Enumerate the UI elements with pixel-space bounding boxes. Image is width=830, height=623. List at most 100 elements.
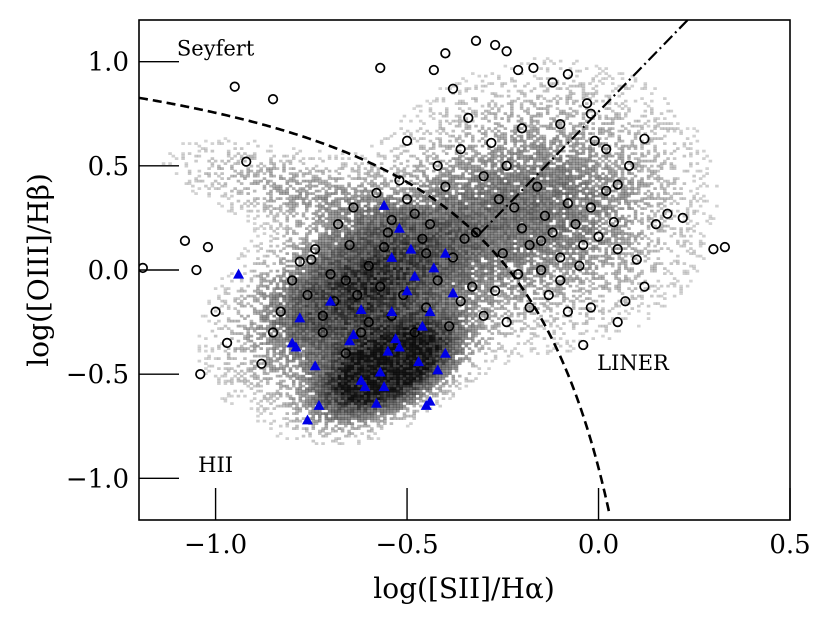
circle-point — [275, 306, 286, 317]
circle-point — [489, 285, 501, 296]
circle-point — [478, 310, 489, 321]
circle-point — [543, 289, 554, 301]
region-labels: Seyfert LINER HII — [177, 36, 670, 477]
circle-point — [352, 289, 363, 301]
circle-point — [325, 269, 336, 280]
circle-point — [578, 339, 589, 351]
circle-point — [294, 256, 305, 267]
circle-point — [340, 275, 351, 286]
circle-point — [444, 321, 455, 332]
circle-point — [581, 98, 593, 109]
circle-point — [455, 144, 466, 155]
triangle-point — [313, 399, 325, 410]
circle-point — [409, 208, 420, 219]
triangle-point — [355, 374, 367, 385]
circle-point — [459, 233, 470, 244]
triangle-point — [378, 199, 390, 210]
circle-point — [179, 235, 191, 246]
circle-point — [447, 83, 459, 94]
circle-point — [409, 327, 420, 338]
circle-point — [620, 296, 631, 307]
circle-point — [512, 269, 524, 280]
circle-point — [650, 219, 662, 230]
circle-point — [516, 223, 528, 234]
circle-point — [344, 239, 355, 251]
triangle-point — [416, 320, 428, 331]
triangle-point — [386, 306, 398, 317]
circle-point — [612, 316, 623, 328]
circle-point — [562, 69, 574, 80]
axis-ticks: −1.0 −0.5 0.0 0.5 −1.0 −0.5 0.0 0.5 1.0 — [66, 48, 811, 560]
circle-point — [631, 254, 642, 265]
triangle-point — [378, 381, 390, 392]
triangle-point — [447, 287, 459, 298]
circle-point — [639, 133, 650, 144]
triangle-point — [428, 262, 440, 273]
circle-point — [539, 210, 551, 221]
circle-point — [256, 358, 267, 369]
circle-point — [574, 260, 585, 271]
circle-point — [512, 64, 524, 76]
circle-point — [535, 235, 547, 246]
triangle-point — [374, 366, 386, 377]
circle-point — [332, 219, 344, 230]
circle-point — [497, 248, 508, 259]
circle-point — [363, 260, 374, 271]
x-tick-label: 0.5 — [769, 530, 810, 560]
circle-point — [401, 194, 413, 205]
triangle-point — [424, 395, 436, 406]
triangle-point — [390, 333, 402, 344]
circle-point — [348, 202, 359, 213]
y-axis-title: log([OIII]/Hβ) — [22, 173, 55, 367]
triangle-point — [439, 347, 451, 358]
kewley-demarcation-line — [139, 96, 611, 514]
circle-point — [378, 241, 390, 253]
circle-point — [302, 289, 313, 301]
circle-point — [524, 302, 535, 313]
triangle-point — [386, 252, 398, 262]
circle-point — [486, 137, 497, 149]
circle-point — [585, 202, 597, 213]
triangle-point — [309, 360, 321, 371]
circle-point — [516, 123, 528, 134]
circle-point — [624, 160, 635, 171]
x-tick-label: −1.0 — [184, 530, 247, 560]
circle-point — [535, 264, 547, 276]
circle-point — [562, 198, 574, 209]
circle-point — [428, 64, 440, 76]
circle-point — [501, 160, 512, 171]
circle-point — [394, 175, 405, 186]
circle-point — [601, 144, 612, 155]
circle-point — [478, 171, 489, 182]
circle-point — [562, 306, 574, 317]
triangle-point — [439, 247, 451, 258]
triangle-point — [359, 381, 371, 392]
circle-point — [509, 202, 520, 213]
circle-point — [375, 62, 386, 74]
circle-point — [593, 231, 604, 242]
circle-point — [639, 281, 650, 292]
circle-point — [601, 185, 612, 196]
circle-point — [547, 77, 558, 88]
circle-point — [677, 212, 688, 224]
triangle-point — [290, 341, 302, 352]
triangle-point — [405, 243, 417, 254]
triangle-point — [413, 356, 425, 367]
circle-point — [241, 156, 252, 167]
triangle-point — [401, 285, 413, 296]
circle-point — [340, 348, 351, 359]
circle-point — [612, 244, 623, 255]
circle-point — [363, 316, 374, 328]
circle-point — [501, 46, 512, 57]
triangle-point — [424, 306, 436, 317]
region-label-hii: HII — [198, 453, 233, 477]
circle-point — [708, 244, 719, 255]
circle-point — [555, 275, 566, 286]
triangle-point — [347, 329, 359, 339]
circle-point — [524, 239, 535, 251]
circle-point — [555, 119, 566, 130]
circle-point — [432, 160, 443, 171]
triangle-point — [233, 268, 245, 279]
x-tick-label: −0.5 — [375, 530, 438, 560]
